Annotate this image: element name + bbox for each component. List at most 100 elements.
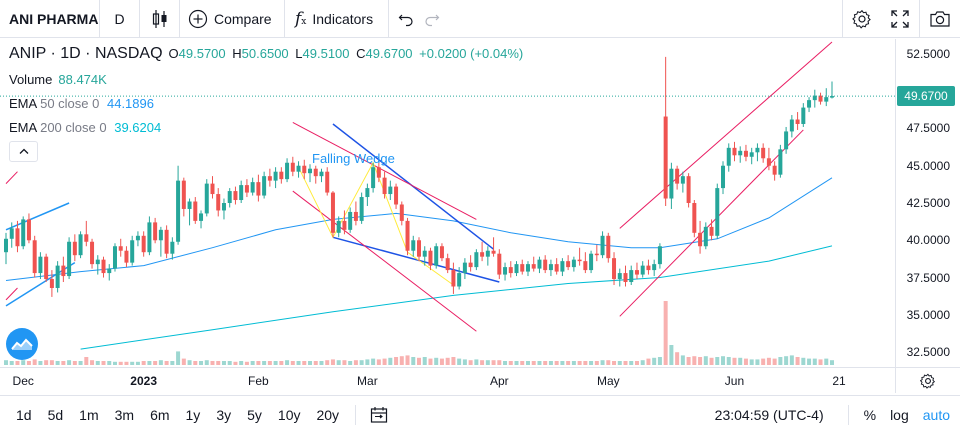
candle-body	[497, 253, 502, 275]
symbol-title[interactable]: ANIP · 1D · NASDAQ	[9, 45, 163, 62]
volume-bar	[382, 358, 387, 365]
auto-scale-toggle[interactable]: auto	[922, 407, 950, 423]
ema50-legend[interactable]: EMA 50 close 0 44.1896	[9, 96, 154, 111]
candle-body	[807, 100, 812, 108]
candle-body	[239, 185, 244, 201]
snapshot-button[interactable]	[920, 0, 960, 38]
candle-body	[233, 191, 238, 201]
falling-wedge-label[interactable]: Falling Wedge	[312, 151, 395, 166]
range-button-3m[interactable]: 3m	[114, 406, 135, 423]
close-value: 49.6700	[365, 46, 413, 61]
candle-body	[44, 256, 49, 280]
goto-date-button[interactable]	[364, 406, 394, 424]
candle-body	[445, 258, 450, 271]
log-scale-toggle[interactable]: log	[890, 407, 909, 423]
symbol-search[interactable]: ANI PHARMACEUTICALS	[0, 0, 100, 38]
candle-body	[686, 176, 691, 203]
candle-body	[244, 185, 249, 193]
volume-bar	[623, 361, 628, 365]
candle-body	[560, 261, 565, 272]
candle-body	[772, 165, 777, 175]
volume-bar	[250, 361, 255, 365]
redo-icon[interactable]	[424, 11, 440, 27]
candle-body	[262, 176, 267, 196]
candle-body	[462, 262, 467, 274]
volume-bar	[554, 361, 559, 365]
candle-body	[732, 147, 737, 156]
volume-bar	[795, 357, 800, 365]
collapse-legend-button[interactable]	[9, 141, 38, 162]
candle-body	[124, 250, 129, 263]
volume-legend[interactable]: Volume 88.474K	[9, 72, 107, 87]
range-button-20y[interactable]: 20y	[316, 406, 340, 423]
volume-bar	[732, 357, 737, 365]
range-button-5d[interactable]: 5d	[47, 406, 64, 423]
indicators-label: Indicators	[312, 10, 374, 27]
price-chart[interactable]	[0, 39, 895, 367]
volume-bar	[663, 301, 668, 365]
volume-bar	[738, 357, 743, 365]
range-button-10y[interactable]: 10y	[277, 406, 301, 423]
chart-pane[interactable]	[0, 39, 895, 367]
fullscreen-button[interactable]	[881, 0, 919, 38]
candle-body	[623, 273, 628, 283]
volume-bar	[703, 356, 708, 365]
candle-body	[778, 149, 783, 175]
volume-bar	[830, 360, 834, 365]
indicators-button[interactable]: fx Indicators	[285, 0, 389, 38]
candle-body	[90, 241, 95, 265]
range-button-1d[interactable]: 1d	[16, 406, 32, 423]
candle-body	[743, 150, 748, 157]
candle-body	[566, 261, 571, 268]
candle-body	[474, 252, 479, 268]
candle-body	[434, 246, 439, 266]
logo-icon[interactable]	[6, 328, 38, 360]
candle-body	[715, 188, 720, 236]
range-button-6m[interactable]: 6m	[150, 406, 170, 423]
range-button-5y[interactable]: 5y	[247, 406, 262, 423]
settings-button[interactable]	[843, 0, 881, 38]
candle-body	[118, 246, 123, 251]
candle-body	[135, 235, 140, 241]
volume-bar	[210, 361, 215, 365]
candle-body	[330, 192, 335, 233]
ema50-line	[5, 177, 833, 281]
time-tick: Jun	[724, 374, 745, 388]
range-button-3y[interactable]: 3y	[216, 406, 232, 423]
volume-bar	[256, 361, 261, 365]
range-button-1y[interactable]: 1y	[185, 406, 201, 423]
volume-bar	[158, 360, 163, 365]
undo-redo-group	[389, 0, 449, 38]
candle-body	[273, 171, 278, 181]
candle-body	[61, 265, 66, 277]
chart-type-button[interactable]	[140, 0, 180, 38]
axis-settings-button[interactable]	[895, 367, 960, 393]
candle-body	[738, 150, 743, 156]
candle-body	[594, 253, 599, 256]
compare-button[interactable]: Compare	[180, 0, 285, 38]
candle-body	[336, 220, 341, 233]
volume-bar	[170, 361, 175, 365]
chevron-up-icon	[19, 148, 28, 154]
candle-body	[749, 152, 754, 157]
candle-body	[766, 158, 771, 166]
undo-icon[interactable]	[398, 11, 414, 27]
volume-value: 88.474K	[58, 72, 107, 87]
candle-body	[9, 228, 14, 239]
volume-bar	[583, 361, 588, 365]
legend: ANIP · 1D · NASDAQ O49.5700 H50.6500 L49…	[9, 45, 523, 63]
volume-bar	[824, 358, 829, 365]
range-button-1m[interactable]: 1m	[79, 406, 99, 423]
volume-bar	[348, 361, 353, 365]
timezone-clock[interactable]: 23:04:59 (UTC-4)	[714, 407, 824, 423]
volume-bar	[766, 357, 771, 365]
interval-button[interactable]: D	[100, 0, 140, 38]
time-axis[interactable]: Dec 2023 Feb Mar Apr May Jun 21	[0, 367, 895, 393]
volume-bar	[726, 357, 731, 365]
divider	[847, 405, 849, 425]
time-tick: Apr	[489, 374, 509, 388]
ema200-legend[interactable]: EMA 200 close 0 39.6204	[9, 120, 161, 135]
volume-bar	[112, 361, 117, 365]
candle-body	[348, 211, 353, 230]
percent-scale-toggle[interactable]: %	[863, 407, 877, 423]
